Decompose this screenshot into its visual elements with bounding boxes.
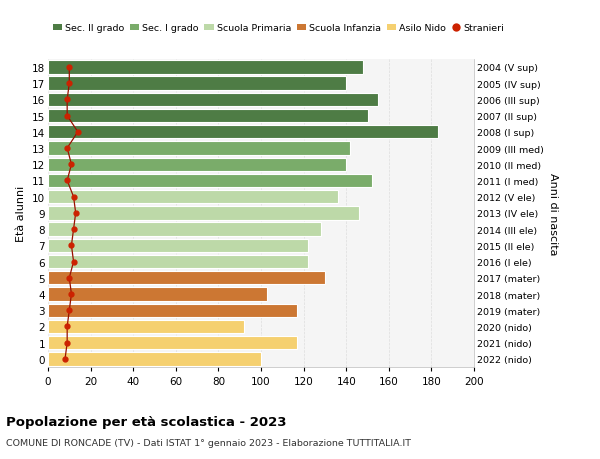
Text: COMUNE DI RONCADE (TV) - Dati ISTAT 1° gennaio 2023 - Elaborazione TUTTITALIA.IT: COMUNE DI RONCADE (TV) - Dati ISTAT 1° g…: [6, 438, 411, 448]
Bar: [48, 142, 350, 155]
Bar: [48, 223, 320, 236]
Y-axis label: Età alunni: Età alunni: [16, 185, 26, 241]
Bar: [48, 272, 325, 285]
Bar: [48, 336, 297, 350]
Bar: [48, 94, 378, 107]
Bar: [48, 288, 268, 301]
Bar: [48, 320, 244, 333]
Bar: [48, 353, 261, 366]
Bar: [48, 61, 363, 74]
Bar: [48, 110, 367, 123]
Bar: [48, 304, 297, 317]
Bar: [48, 207, 359, 220]
Legend: Sec. II grado, Sec. I grado, Scuola Primaria, Scuola Infanzia, Asilo Nido, Stran: Sec. II grado, Sec. I grado, Scuola Prim…: [53, 24, 505, 34]
Y-axis label: Anni di nascita: Anni di nascita: [548, 172, 557, 255]
Text: Popolazione per età scolastica - 2023: Popolazione per età scolastica - 2023: [6, 415, 287, 428]
Bar: [48, 174, 372, 188]
Bar: [48, 239, 308, 252]
Bar: [48, 255, 308, 269]
Bar: [48, 126, 438, 139]
Bar: [48, 190, 338, 204]
Bar: [48, 158, 346, 172]
Bar: [48, 77, 346, 90]
